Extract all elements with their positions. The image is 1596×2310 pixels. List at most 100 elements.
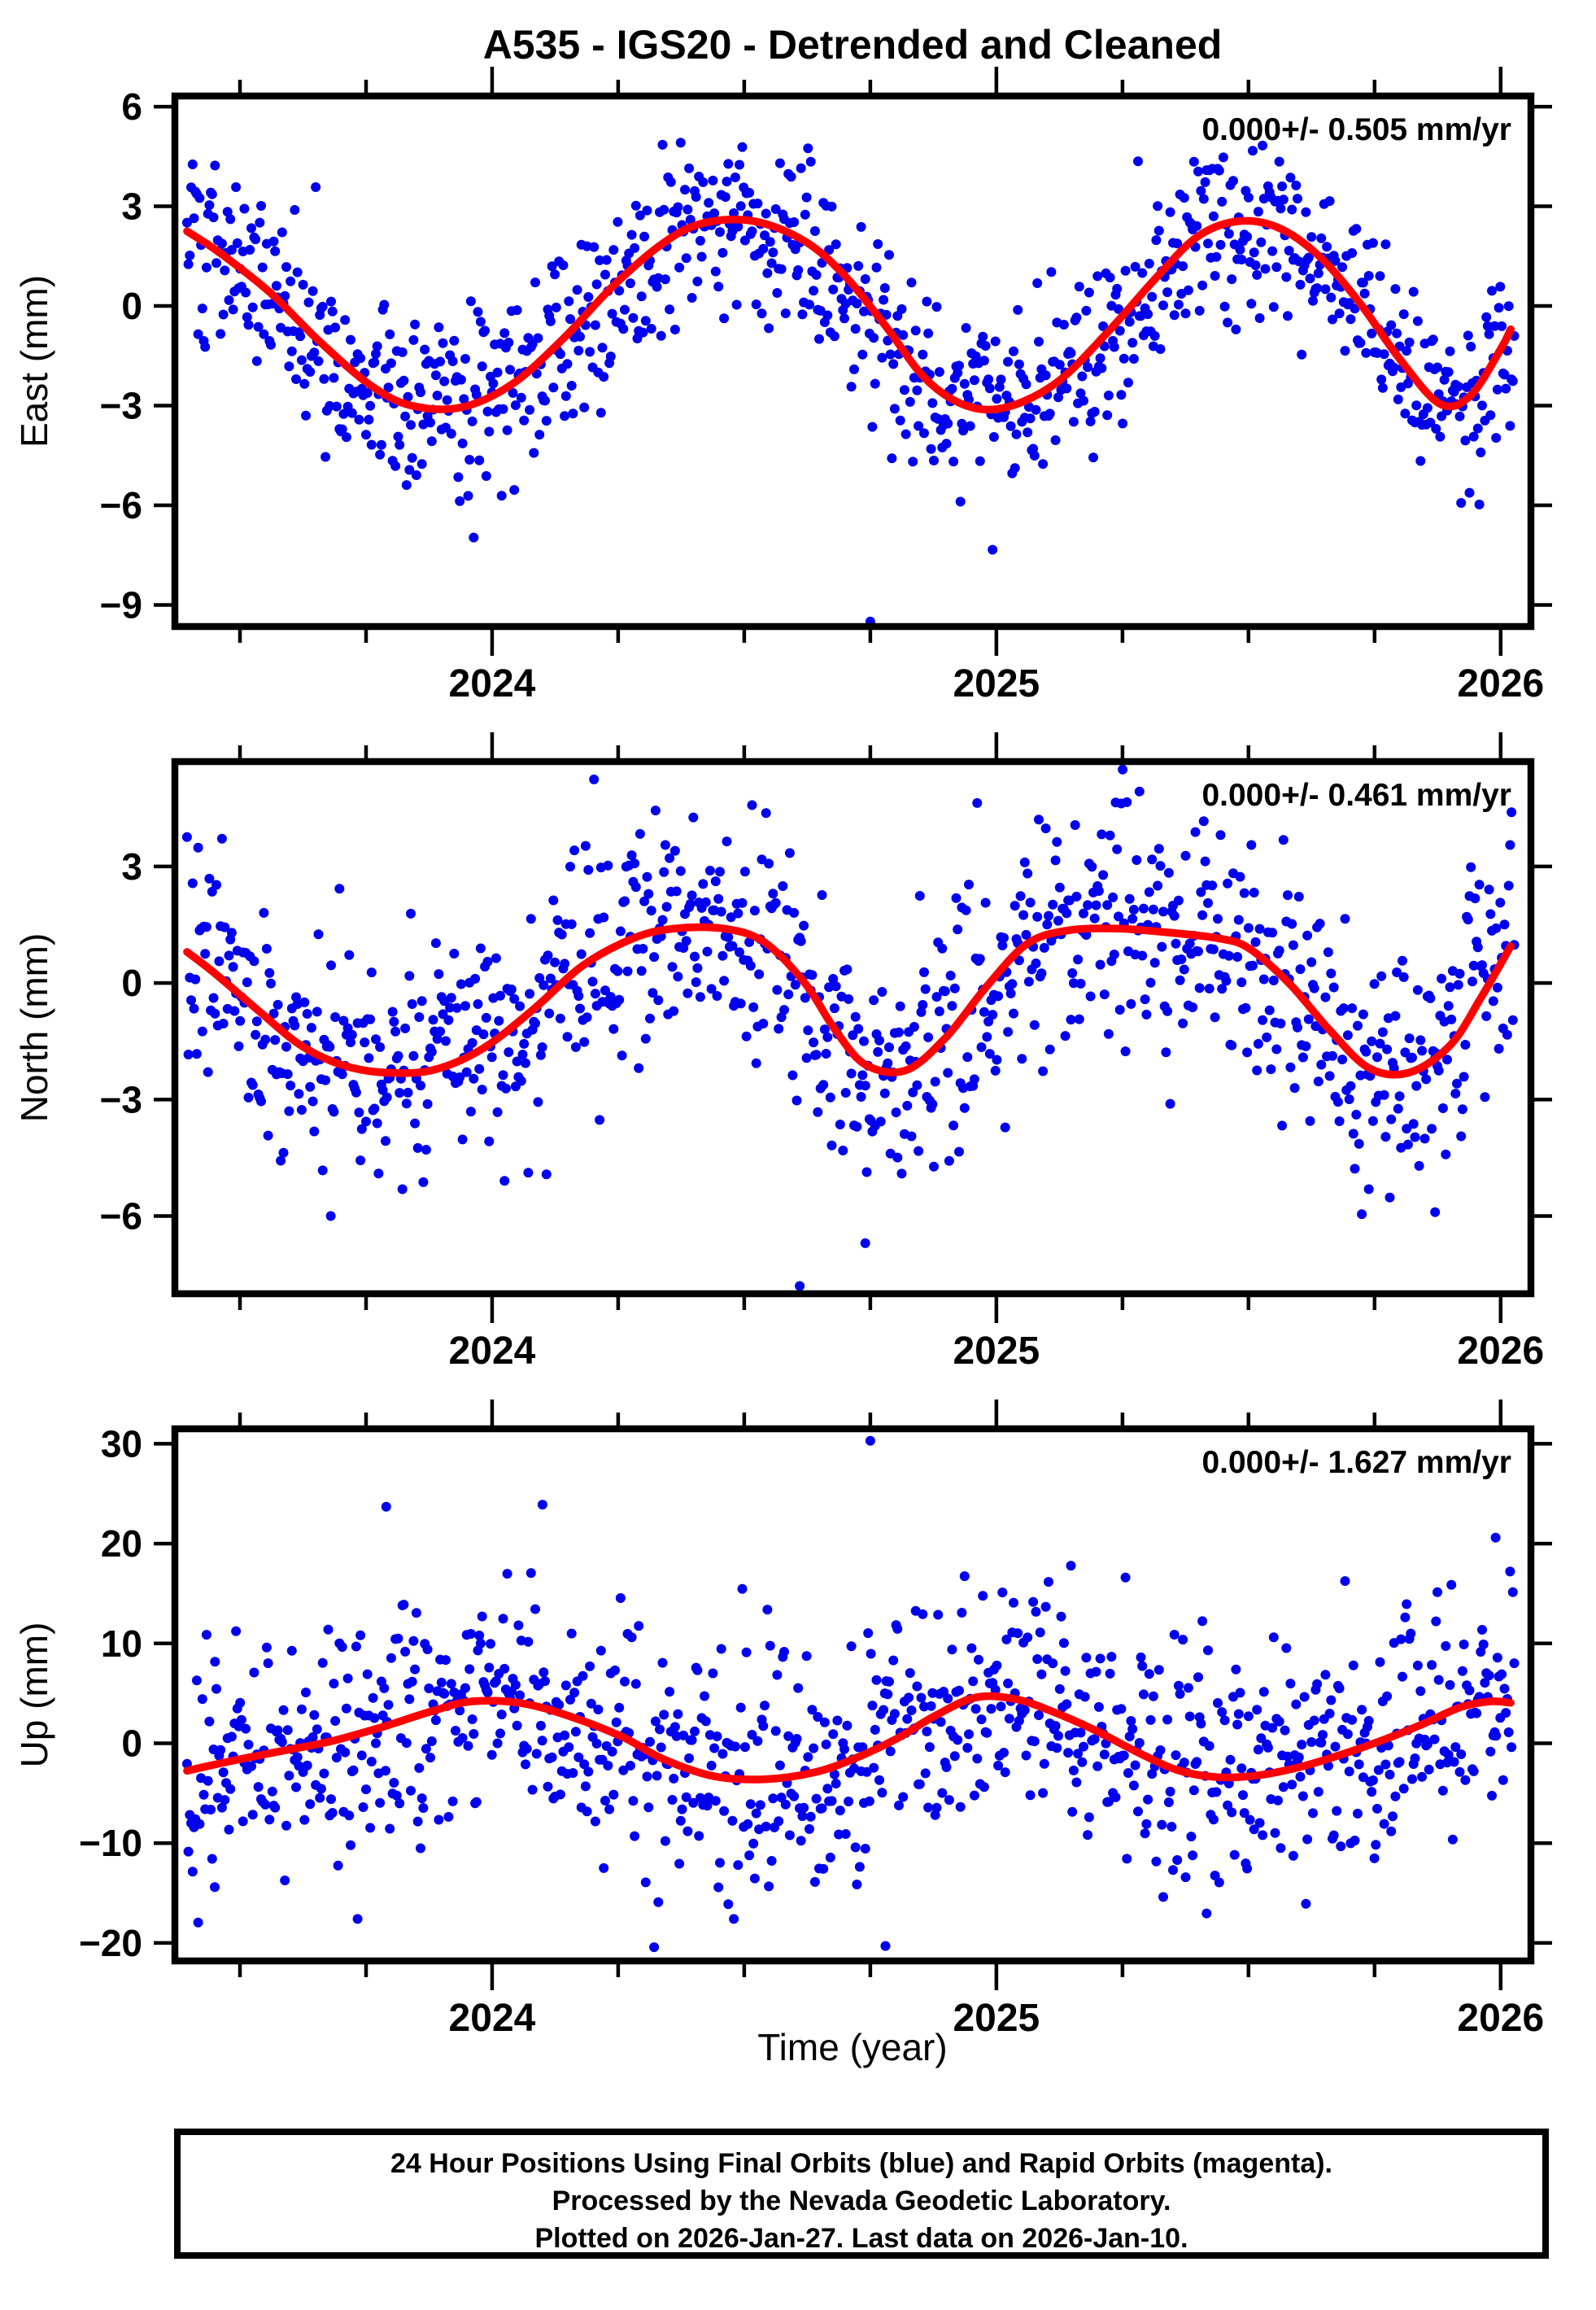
data-point: [1285, 1062, 1296, 1072]
data-point: [273, 1725, 283, 1736]
data-point: [257, 262, 268, 273]
data-point: [1173, 1680, 1184, 1691]
data-point: [745, 960, 756, 971]
data-point: [630, 858, 640, 869]
data-point: [856, 221, 866, 232]
data-point: [1408, 1119, 1419, 1129]
data-point: [492, 367, 503, 378]
data-point: [994, 382, 1005, 392]
data-point: [768, 1793, 778, 1804]
data-point: [1377, 382, 1388, 393]
data-point: [519, 415, 530, 426]
data-point: [870, 1724, 880, 1735]
data-point: [741, 1031, 752, 1041]
data-point: [1306, 232, 1317, 242]
data-point: [1165, 1098, 1175, 1109]
data-point: [414, 1762, 425, 1773]
data-point: [1196, 186, 1206, 196]
data-point: [691, 977, 701, 988]
data-point: [1445, 1679, 1455, 1690]
data-point: [1402, 1124, 1412, 1134]
data-point: [247, 1080, 258, 1090]
data-point: [1219, 301, 1230, 312]
data-point: [1472, 942, 1483, 953]
data-point: [1077, 371, 1088, 382]
data-point: [1375, 1657, 1385, 1667]
data-point: [1392, 328, 1402, 338]
data-point: [241, 1723, 251, 1734]
data-point: [1355, 338, 1366, 348]
data-point: [813, 1107, 823, 1117]
data-point: [768, 889, 778, 899]
data-point: [356, 1124, 367, 1134]
data-point: [381, 1136, 390, 1146]
data-point: [1443, 1001, 1454, 1011]
data-point: [268, 1008, 279, 1019]
data-point: [838, 1146, 848, 1155]
data-point: [1345, 1081, 1356, 1091]
data-point: [502, 1569, 512, 1579]
data-point: [943, 1068, 953, 1078]
data-point: [819, 1024, 830, 1035]
data-point: [496, 491, 507, 501]
data-point: [1093, 886, 1104, 896]
data-point: [1431, 424, 1441, 434]
data-point: [1503, 1727, 1514, 1737]
data-point: [281, 262, 291, 273]
data-point: [306, 1023, 316, 1033]
data-point: [652, 282, 662, 292]
data-point: [568, 408, 578, 419]
data-point: [236, 1714, 246, 1725]
data-point: [397, 1184, 408, 1194]
data-point: [204, 200, 215, 211]
data-point: [469, 532, 479, 543]
data-point: [1326, 1695, 1337, 1705]
data-point: [260, 1799, 271, 1810]
data-point: [579, 402, 590, 413]
data-point: [344, 1810, 355, 1821]
data-point: [1232, 1719, 1243, 1730]
data-point: [1038, 459, 1049, 469]
data-point: [764, 1881, 774, 1892]
data-point: [722, 177, 732, 187]
data-point: [564, 1742, 574, 1753]
data-point: [982, 1032, 992, 1042]
data-point: [730, 1741, 740, 1752]
data-point: [953, 1735, 963, 1745]
data-point: [253, 1782, 264, 1793]
data-point: [226, 245, 237, 255]
data-point: [1415, 1686, 1426, 1696]
data-point: [309, 1126, 320, 1137]
data-point: [323, 1624, 334, 1635]
data-point: [698, 879, 709, 889]
data-point: [204, 873, 215, 884]
data-point: [1367, 238, 1378, 248]
data-point: [1398, 955, 1407, 966]
data-point: [203, 1775, 213, 1786]
data-point: [456, 979, 466, 989]
data-point: [916, 1007, 927, 1017]
data-point: [1392, 967, 1402, 977]
data-point: [515, 1690, 525, 1701]
data-point: [1410, 1132, 1420, 1142]
footer-line-2: Processed by the Nevada Geodetic Laborat…: [552, 2186, 1171, 2216]
data-point: [694, 1831, 704, 1841]
y-tick-label: 0: [121, 285, 142, 327]
data-point: [480, 325, 491, 336]
data-point: [715, 1858, 725, 1868]
data-point: [1334, 1116, 1345, 1126]
data-point: [958, 426, 969, 436]
data-point: [933, 1609, 944, 1620]
data-point: [366, 967, 377, 978]
data-point: [416, 459, 427, 469]
data-point: [1217, 1707, 1228, 1718]
data-point: [548, 895, 559, 906]
data-point: [1176, 954, 1187, 964]
data-point: [589, 242, 600, 252]
data-point: [1492, 1653, 1502, 1663]
data-point: [1103, 1797, 1114, 1807]
data-point: [346, 334, 355, 345]
data-point: [434, 1814, 444, 1825]
data-point: [1217, 196, 1228, 207]
data-point: [1248, 960, 1258, 971]
